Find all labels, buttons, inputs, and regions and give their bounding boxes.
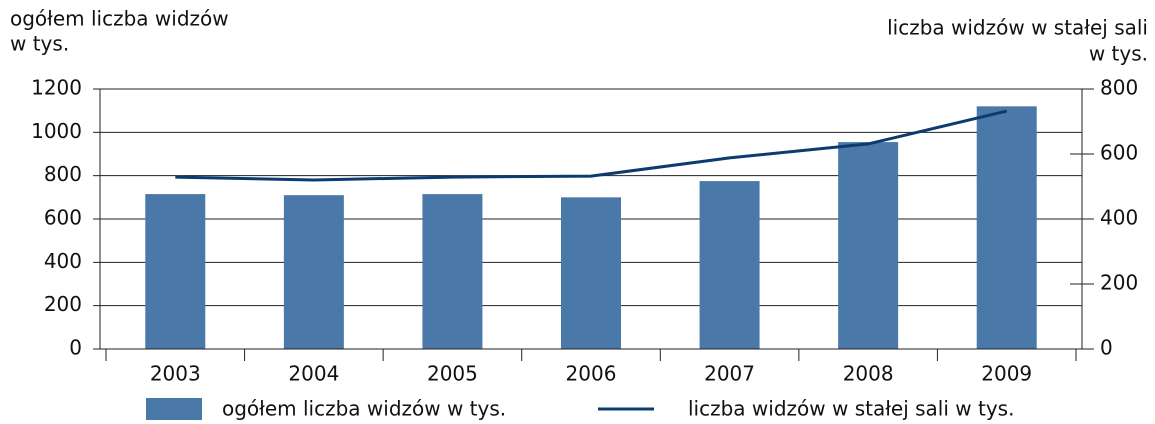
y2-tick-label: 800 (1100, 76, 1138, 100)
y2-tick-label: 400 (1100, 206, 1138, 230)
y2-axis-title: liczba widzów w stałej sali (887, 16, 1148, 40)
bar (976, 106, 1037, 349)
x-tick-label: 2003 (150, 362, 201, 386)
bar (838, 142, 899, 349)
y-tick-label: 400 (44, 249, 82, 273)
y2-tick-label: 600 (1100, 141, 1138, 165)
y-tick-label: 0 (69, 336, 82, 360)
y2-axis-title: w tys. (1089, 42, 1148, 66)
x-tick-label: 2004 (288, 362, 339, 386)
x-tick-label: 2006 (566, 362, 617, 386)
bar (422, 194, 483, 349)
bar (145, 194, 206, 349)
legend-label: ogółem liczba widzów w tys. (222, 397, 506, 421)
y-tick-label: 200 (44, 292, 82, 316)
bar (283, 195, 344, 349)
bar (561, 197, 621, 349)
x-tick-label: 2008 (843, 362, 894, 386)
legend-swatch (146, 398, 202, 420)
y-axis-title: w tys. (10, 32, 69, 56)
x-tick-label: 2005 (427, 362, 478, 386)
legend-label: liczba widzów w stałej sali w tys. (688, 397, 1014, 421)
y-axis-title: ogółem liczba widzów (10, 7, 229, 31)
y2-tick-label: 0 (1100, 336, 1113, 360)
y-tick-label: 1200 (31, 76, 82, 100)
x-tick-label: 2009 (981, 362, 1032, 386)
y-tick-label: 800 (44, 162, 82, 186)
bar (699, 181, 760, 349)
y2-tick-label: 200 (1100, 271, 1138, 295)
y-tick-label: 600 (44, 206, 82, 230)
line-series (175, 109, 1008, 182)
x-tick-label: 2007 (704, 362, 755, 386)
y-tick-label: 1000 (31, 119, 82, 143)
